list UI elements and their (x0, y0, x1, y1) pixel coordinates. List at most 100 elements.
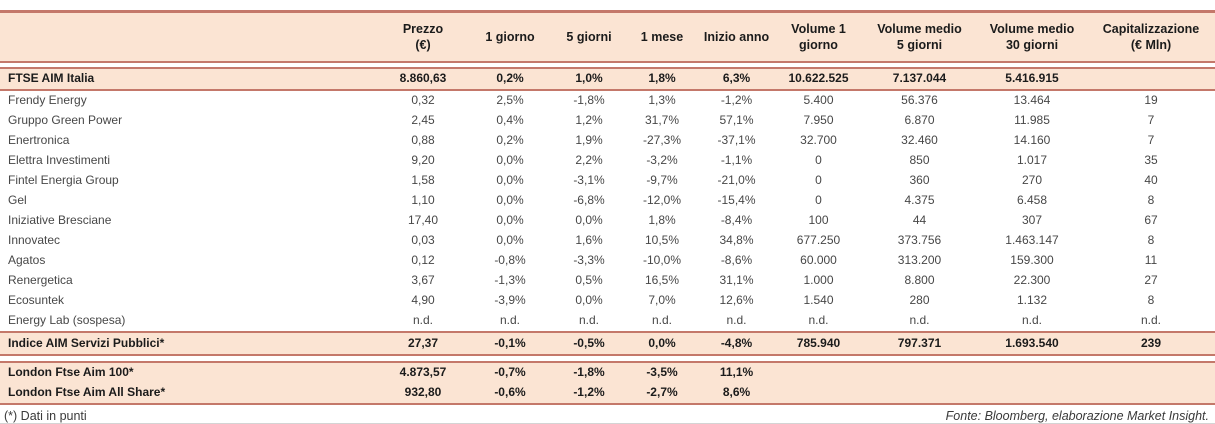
column-header: Volume 1 giorno (775, 10, 862, 63)
cell (1087, 67, 1215, 91)
cell: 0,5% (575, 273, 603, 288)
cell: -3,1% (573, 173, 605, 188)
cell: -1,1% (720, 153, 753, 168)
row-label: Agatos (8, 253, 46, 268)
row-label: Ecosuntek (8, 293, 65, 308)
cell (775, 361, 862, 383)
cell: -3,2% (646, 153, 678, 168)
cell: n.d. (808, 313, 829, 328)
row-label: Enertronica (8, 133, 70, 148)
cell: 0,2% (468, 67, 552, 91)
row-label: London Ftse Aim All Share* (0, 383, 378, 405)
cell: 1,8% (648, 213, 676, 228)
cell: 313.200 (897, 253, 942, 268)
cell: 8.800 (904, 273, 935, 288)
cell: 4,90 (411, 293, 435, 308)
cell: 31,7% (644, 113, 680, 128)
cell: 10,5% (644, 233, 680, 248)
cell: 1,3% (648, 93, 676, 108)
cell: 0 (815, 193, 822, 208)
cell: 40 (1144, 173, 1158, 188)
header-name-column (0, 10, 378, 63)
company-row: Gruppo Green Power 2,45 0,4% 1,2% 31,7% 57,1%… (0, 111, 1215, 131)
cell: n.d. (499, 313, 520, 328)
cell: 1.000 (803, 273, 834, 288)
cell: 1,0% (552, 67, 626, 91)
cell: -1,3% (494, 273, 526, 288)
row-label: Renergetica (8, 273, 73, 288)
cell: 1.693.540 (977, 331, 1087, 356)
cell: 44 (912, 213, 927, 228)
cell: -3,5% (626, 361, 698, 383)
cell: 0,12 (411, 253, 435, 268)
cell: 5.400 (803, 93, 834, 108)
index-row-london-ftse-aim-100: London Ftse Aim 100* 4.873,57 -0,7% -1,8% -3… (0, 361, 1215, 383)
cell: 6.458 (1016, 193, 1048, 208)
column-header: 5 giorni (552, 10, 626, 63)
cell: 0,0% (496, 233, 524, 248)
cell: 9,20 (411, 153, 435, 168)
row-label: Elettra Investimenti (8, 153, 111, 168)
row-label: Frendy Energy (8, 93, 87, 108)
cell: 932,80 (378, 383, 468, 405)
company-row: Renergetica 3,67 -1,3% 0,5% 16,5% 31,1% 1.000 8… (0, 271, 1215, 291)
cell: n.d. (1140, 313, 1161, 328)
cell: 16,5% (644, 273, 680, 288)
cell: 10.622.525 (775, 67, 862, 91)
company-row: Innovatec 0,03 0,0% 1,6% 10,5% 34,8% 677.250 37… (0, 231, 1215, 251)
cell: 7,0% (648, 293, 676, 308)
cell: 1.132 (1016, 293, 1048, 308)
cell: 6,3% (698, 67, 775, 91)
index-row-servizi-pubblici: Indice AIM Servizi Pubblici* 27,37 -0,1% -0… (0, 331, 1215, 356)
cell (977, 361, 1087, 383)
cell: -0,1% (468, 331, 552, 356)
column-header: Capitalizzazione (€ Mln) (1087, 10, 1215, 63)
cell: n.d. (412, 313, 433, 328)
company-row: Gel 1,10 0,0% -6,8% -12,0% -15,4% 0 4.375 6.458 8 (0, 191, 1215, 211)
cell: -0,7% (468, 361, 552, 383)
column-header: Inizio anno (698, 10, 775, 63)
cell: 0,32 (411, 93, 435, 108)
cell: -27,3% (642, 133, 682, 148)
row-label: Fintel Energia Group (8, 173, 119, 188)
cell: 0 (815, 173, 822, 188)
row-label: London Ftse Aim 100* (0, 361, 378, 383)
cell: 32.700 (800, 133, 837, 148)
cell: n.d. (1021, 313, 1042, 328)
cell: 280 (909, 293, 930, 308)
cell (775, 383, 862, 405)
cell: 67 (1144, 213, 1158, 228)
cell: 0,4% (496, 113, 524, 128)
cell: -1,2% (720, 93, 753, 108)
cell: 1,8% (626, 67, 698, 91)
cell: 100 (808, 213, 829, 228)
cell: 0,88 (411, 133, 435, 148)
cell: -15,4% (717, 193, 756, 208)
cell: 0,0% (496, 193, 524, 208)
cell: -9,7% (646, 173, 678, 188)
cell: 307 (1021, 213, 1043, 228)
company-row: Ecosuntek 4,90 -3,9% 0,0% 7,0% 12,6% 1.540 280 1… (0, 291, 1215, 311)
cell: 7.950 (803, 113, 834, 128)
cell: 13.464 (1013, 93, 1051, 108)
company-row: Enertronica 0,88 0,2% 1,9% -27,3% -37,1% 32.70… (0, 131, 1215, 151)
cell: 56.376 (901, 93, 938, 108)
cell: 57,1% (719, 113, 754, 128)
table-footer: (*) Dati in punti Fonte: Bloomberg, elab… (0, 405, 1215, 423)
cell: 3,67 (411, 273, 435, 288)
cell: 12,6% (719, 293, 754, 308)
cell: 60.000 (800, 253, 837, 268)
cell: 1.540 (803, 293, 834, 308)
column-header: 1 mese (626, 10, 698, 63)
cell: 1,2% (575, 113, 603, 128)
cell: -8,4% (720, 213, 753, 228)
column-header: Volume medio 5 giorni (862, 10, 977, 63)
cell: 0,0% (496, 153, 524, 168)
cell: -0,5% (552, 331, 626, 356)
cell: 34,8% (719, 233, 754, 248)
cell: 0,0% (575, 213, 603, 228)
cell: 32.460 (901, 133, 938, 148)
cell: -1,8% (552, 361, 626, 383)
cell: -21,0% (717, 173, 756, 188)
cell: 1,9% (575, 133, 603, 148)
